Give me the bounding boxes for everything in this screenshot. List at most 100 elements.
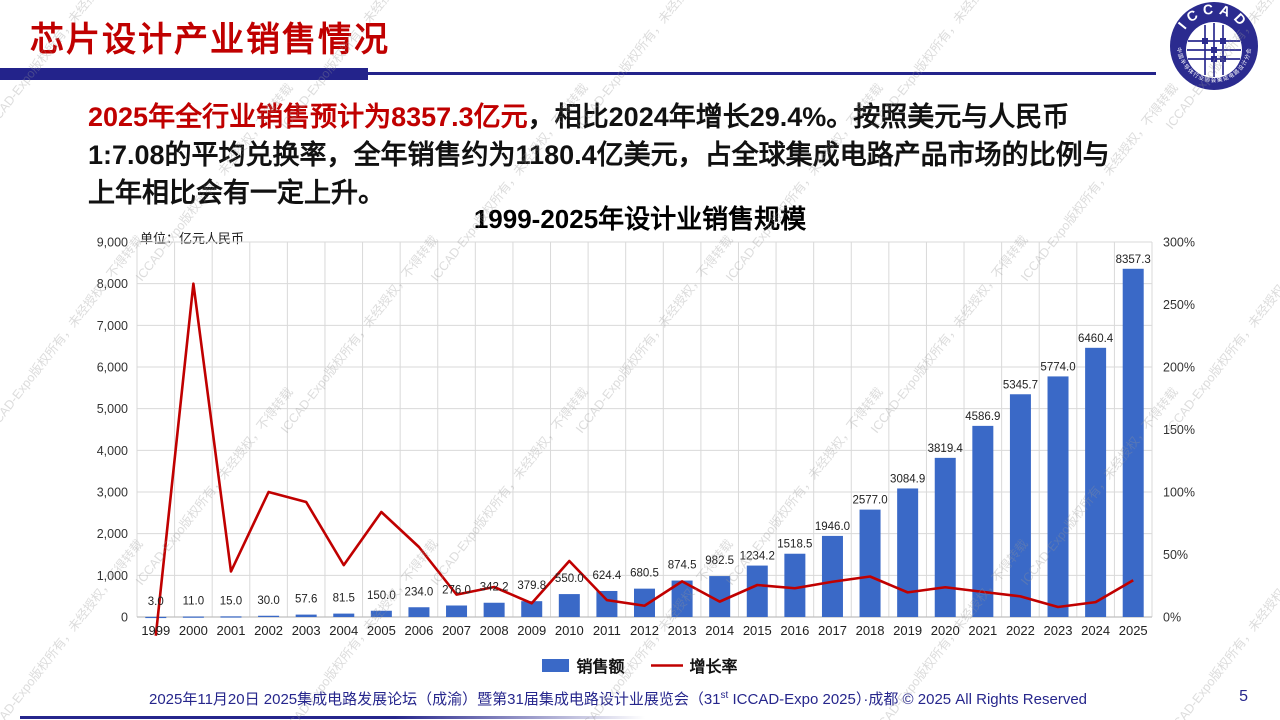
year-label: 2005 <box>367 623 396 638</box>
iccad-logo: ICCAD 中国半导体行业协会集成电路设计分会 <box>1170 1 1258 90</box>
year-label: 2003 <box>292 623 321 638</box>
year-label: 2004 <box>329 623 358 638</box>
paragraph-line-3: 上年相比会有一定上升。 <box>88 178 385 208</box>
summary-paragraph: 2025年全行业销售预计为8357.3亿元，相比2024年增长29.4%。按照美… <box>88 98 1218 212</box>
left-axis-tick: 6,000 <box>97 361 128 375</box>
bar-value-label: 680.5 <box>630 568 659 580</box>
left-axis-tick: 3,000 <box>97 486 128 500</box>
sales-bar <box>483 602 505 617</box>
year-label: 2022 <box>1006 623 1035 638</box>
year-label: 2021 <box>968 623 997 638</box>
right-axis-tick: 250% <box>1163 298 1195 312</box>
bar-value-label: 4586.9 <box>965 411 1000 423</box>
header-rule-thick <box>0 68 368 80</box>
year-label: 2000 <box>179 623 208 638</box>
year-label: 2024 <box>1081 623 1110 638</box>
year-label: 2015 <box>743 623 772 638</box>
sales-bar <box>934 457 956 617</box>
year-label: 2010 <box>555 623 584 638</box>
bar-value-label: 276.0 <box>442 585 471 597</box>
sales-bar <box>972 425 994 617</box>
header-rule-thin <box>368 72 1156 75</box>
legend-item-growth: 增长率 <box>650 653 738 677</box>
left-axis-tick: 9,000 <box>97 236 128 250</box>
sales-bar <box>1047 376 1069 617</box>
left-axis-tick: 1,000 <box>97 569 128 583</box>
sales-growth-combo-chart: 0 1,000 2,000 3,000 4,000 5,000 6,000 7,000 8,00… <box>97 236 1195 639</box>
year-label: 2017 <box>818 623 847 638</box>
year-label: 1999 <box>141 623 170 638</box>
year-label: 2007 <box>442 623 471 638</box>
right-axis-tick: 150% <box>1163 423 1195 437</box>
sales-bar <box>521 601 543 617</box>
footer-text: 2025年11月20日 2025集成电路发展论坛（成渝）暨第31届集成电路设计业… <box>0 688 1236 709</box>
sales-bar <box>333 613 355 617</box>
year-label: 2014 <box>705 623 734 638</box>
bar-value-label: 1946.0 <box>815 521 850 533</box>
bar-value-label: 3819.4 <box>928 443 964 455</box>
paragraph-line-2: 1:7.08的平均兑换率，全年销售约为1180.4亿美元，占全球集成电路产品市场… <box>88 140 1110 170</box>
sales-bar <box>897 488 919 617</box>
left-axis-tick: 0 <box>121 611 128 625</box>
legend-sales-label: 销售额 <box>576 659 625 676</box>
sales-bar <box>258 615 280 617</box>
year-label: 2020 <box>931 623 960 638</box>
sales-bar <box>182 616 204 618</box>
sales-bar <box>446 605 468 617</box>
bar-value-label: 874.5 <box>668 560 697 572</box>
legend-growth-label: 增长率 <box>689 659 738 676</box>
footer-rule <box>20 716 645 719</box>
sales-bar <box>859 509 881 617</box>
year-label: 2018 <box>856 623 885 638</box>
bar-value-label: 550.0 <box>555 573 584 585</box>
year-label: 2025 <box>1119 623 1148 638</box>
year-label: 2006 <box>404 623 433 638</box>
legend-item-sales: 销售额 <box>542 653 625 677</box>
bar-value-label: 15.0 <box>220 595 242 607</box>
sales-bar <box>408 607 430 617</box>
right-axis-tick: 100% <box>1163 486 1195 500</box>
left-axis-tick: 5,000 <box>97 402 128 416</box>
year-label: 2013 <box>668 623 697 638</box>
bar-value-label: 1234.2 <box>740 551 775 563</box>
sales-bar <box>634 588 655 617</box>
bar-value-label: 1518.5 <box>777 539 812 551</box>
sales-bar <box>145 616 167 619</box>
sales-bar <box>370 610 392 617</box>
right-axis-tick: 200% <box>1163 361 1195 375</box>
chart-legend: 销售额 增长率 <box>0 653 1280 677</box>
sales-bar <box>709 576 731 617</box>
footer-part1: 2025年11月20日 2025集成电路发展论坛（成渝）暨第31届集成电路设计业… <box>148 691 721 708</box>
year-label: 2001 <box>217 623 246 638</box>
bar-value-label: 342.2 <box>480 582 509 594</box>
sales-bar <box>784 553 806 617</box>
right-axis-tick: 0% <box>1163 611 1181 625</box>
sales-bar <box>1009 394 1031 617</box>
right-axis-tick: 50% <box>1163 548 1188 562</box>
paragraph-line-1: 2025年全行业销售预计为8357.3亿元，相比2024年增长29.4%。按照美… <box>88 98 1218 136</box>
bar-value-label: 11.0 <box>183 596 205 608</box>
chart-title: 1999-2025年设计业销售规模 <box>473 204 807 234</box>
legend-sales-swatch <box>542 658 570 672</box>
footer-superscript: st <box>720 690 729 701</box>
sales-bar <box>1122 268 1144 617</box>
paragraph-line-1-rest: ，相比2024年增长29.4%。按照美元与人民币 <box>527 102 1070 132</box>
page-title: 芯片设计产业销售情况 <box>30 21 390 59</box>
highlighted-sales-figure: 2025年全行业销售预计为8357.3亿元 <box>88 102 528 132</box>
left-axis-tick: 2,000 <box>97 527 128 541</box>
sales-bar <box>558 594 580 617</box>
bar-value-label: 30.0 <box>257 595 279 607</box>
bar-value-label: 8357.3 <box>1116 254 1151 266</box>
left-axis-tick: 8,000 <box>97 277 128 291</box>
sales-bar <box>596 590 618 617</box>
year-label: 2012 <box>630 623 659 638</box>
sales-bar <box>1085 347 1107 617</box>
year-label: 2009 <box>517 623 546 638</box>
year-label: 2011 <box>593 623 621 638</box>
bar-value-label: 3.0 <box>148 596 164 608</box>
footer-part2: ICCAD-Expo 2025）·成都 © 2025 All Rights Re… <box>728 691 1088 708</box>
legend-growth-line-swatch <box>650 663 683 667</box>
bar-value-label: 6460.4 <box>1078 333 1114 345</box>
bar-value-label: 81.5 <box>333 593 355 605</box>
